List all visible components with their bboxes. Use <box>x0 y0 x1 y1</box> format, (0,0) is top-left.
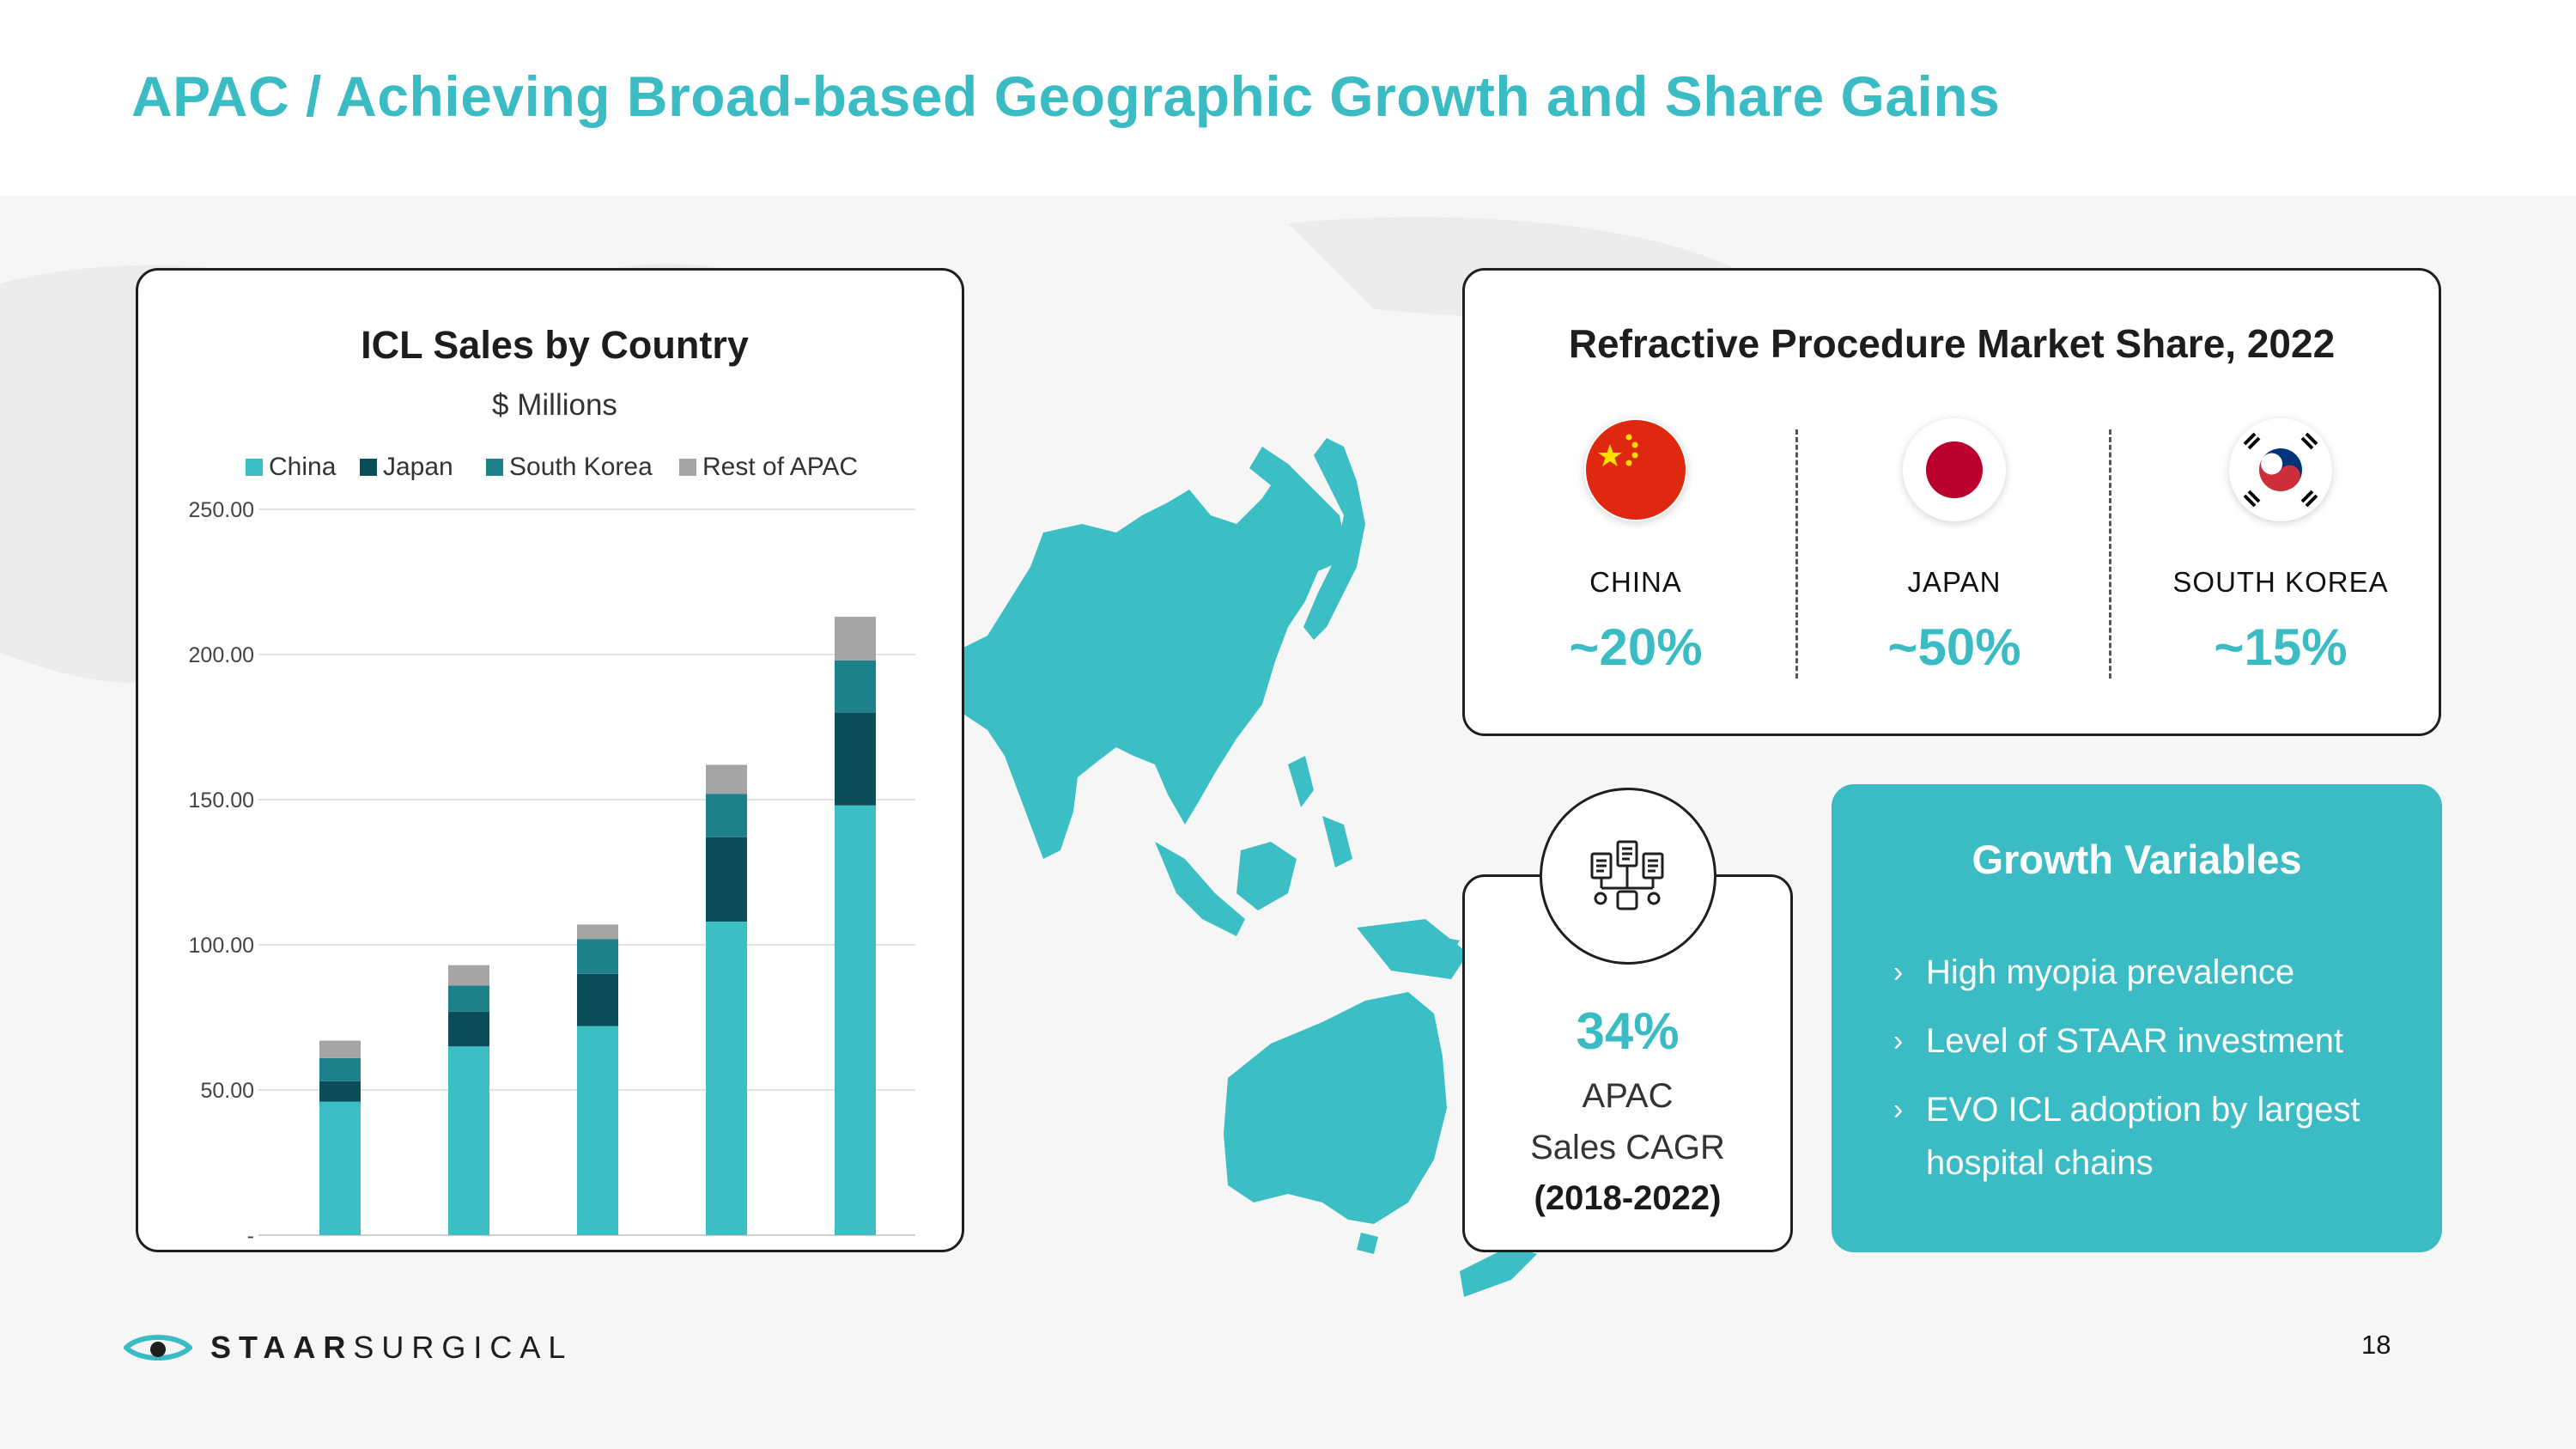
eye-logo-icon <box>124 1335 192 1361</box>
bar-segment-rest-of-apac <box>835 617 876 661</box>
cagr-period: (2018-2022) <box>1534 1179 1722 1217</box>
legend-swatch <box>246 459 263 476</box>
bar-segment-south-korea <box>706 794 747 837</box>
bar-segment-china <box>319 1101 361 1235</box>
share-value: ~15% <box>2214 618 2348 676</box>
legend-swatch <box>486 459 503 476</box>
y-tick-label: 150.00 <box>189 788 254 813</box>
legend-label: China <box>269 453 337 481</box>
share-value: ~20% <box>1569 618 1703 676</box>
chart-subtitle: $ Millions <box>492 388 617 422</box>
legend-swatch <box>360 459 377 476</box>
icl-sales-chart-card: ICL Sales by Country $ Millions China Jap… <box>136 268 964 1255</box>
bar-segment-rest-of-apac <box>706 764 747 795</box>
japan-flag-icon <box>1903 418 2006 521</box>
y-tick-label: 100.00 <box>189 934 254 958</box>
divider <box>1795 429 1798 679</box>
share-item-japan: JAPAN ~50% <box>1817 418 2092 677</box>
cagr-label: Sales CAGR <box>1530 1129 1725 1166</box>
chart-legend: China Japan South Korea Rest of APAC <box>246 453 858 481</box>
legend-label: South Korea <box>509 453 653 481</box>
x-axis-ticks: 2018 2019 2020 2021 2022 <box>316 1253 879 1255</box>
bar-segment-south-korea <box>577 939 618 974</box>
bar-segment-japan <box>706 837 747 922</box>
share-item-china: CHINA ~20% <box>1498 418 1773 677</box>
brand-name: STAARSURGICAL <box>210 1330 574 1365</box>
icl-sales-chart: ICL Sales by Country $ Millions China Jap… <box>189 323 915 1255</box>
bar-segment-south-korea <box>835 660 876 713</box>
cagr-region: APAC <box>1582 1077 1674 1115</box>
y-axis-ticks: - 50.00 100.00 150.00 200.00 250.00 <box>189 498 254 1248</box>
legend-label: Rest of APAC <box>702 453 858 481</box>
bar-segment-rest-of-apac <box>577 924 618 940</box>
country-name: SOUTH KOREA <box>2172 566 2389 598</box>
growth-item-text: Level of STAAR investment <box>1926 1022 2344 1060</box>
bar-segment-south-korea <box>448 985 489 1012</box>
legend-swatch <box>679 459 696 476</box>
growth-variables-card: Growth Variables › High myopia prevalenc… <box>1832 784 2442 1252</box>
bar-segment-china <box>448 1046 489 1235</box>
chart-title: ICL Sales by Country <box>361 323 749 367</box>
apac-highlight-map <box>932 438 1537 1297</box>
x-tick-label: 2018 <box>316 1253 364 1255</box>
growth-item: › Level of STAAR investment <box>1893 1014 2426 1068</box>
growth-item-text: High myopia prevalence <box>1926 953 2295 991</box>
chevron-right-icon: › <box>1893 1093 1904 1126</box>
share-value: ~50% <box>1887 618 2021 676</box>
bar-segment-japan <box>448 1011 489 1047</box>
country-name: JAPAN <box>1907 566 2002 598</box>
bar-segment-china <box>577 1026 618 1235</box>
hierarchy-documents-icon <box>1540 788 1716 965</box>
y-tick-label: - <box>247 1224 254 1248</box>
cagr-value: 34% <box>1576 1002 1680 1060</box>
growth-item: › EVO ICL adoption by largest hospital c… <box>1893 1083 2426 1190</box>
y-tick-label: 200.00 <box>189 643 254 667</box>
bar-segment-japan <box>835 712 876 806</box>
page-number: 18 <box>2361 1330 2391 1360</box>
y-tick-label: 250.00 <box>189 498 254 522</box>
growth-list: › High myopia prevalence › Level of STAA… <box>1893 946 2426 1205</box>
x-tick-label: 2020 <box>574 1253 622 1255</box>
header-band: APAC / Achieving Broad-based Geographic … <box>0 0 2576 196</box>
slide-title: APAC / Achieving Broad-based Geographic … <box>131 64 2001 128</box>
bar-segment-china <box>835 805 876 1235</box>
x-tick-label: 2019 <box>445 1253 493 1255</box>
chevron-right-icon: › <box>1893 956 1904 989</box>
growth-item: › High myopia prevalence <box>1893 946 2426 999</box>
market-share-card: Refractive Procedure Market Share, 2022 … <box>1462 268 2441 736</box>
bar-segment-south-korea <box>319 1057 361 1081</box>
growth-title: Growth Variables <box>1971 837 2302 882</box>
bar-segment-rest-of-apac <box>319 1040 361 1058</box>
country-name: CHINA <box>1589 566 1682 598</box>
bar-segment-china <box>706 921 747 1235</box>
legend-label: Japan <box>383 453 453 481</box>
y-tick-label: 50.00 <box>200 1079 254 1103</box>
chevron-right-icon: › <box>1893 1025 1904 1057</box>
south-korea-flag-icon <box>2229 418 2332 521</box>
china-flag-icon <box>1584 418 1687 521</box>
growth-item-text: EVO ICL adoption by largest hospital cha… <box>1926 1091 2360 1182</box>
chart-bars <box>319 617 876 1235</box>
x-tick-label: 2021 <box>702 1253 750 1255</box>
bar-segment-rest-of-apac <box>448 965 489 986</box>
bar-segment-japan <box>319 1081 361 1102</box>
staar-surgical-logo: STAARSURGICAL <box>123 1330 573 1366</box>
x-tick-label: 2022 <box>831 1253 879 1255</box>
market-share-title: Refractive Procedure Market Share, 2022 <box>1568 321 2336 366</box>
bar-segment-japan <box>577 973 618 1026</box>
share-item-south-korea: SOUTH KOREA ~15% <box>2143 418 2418 677</box>
divider <box>2109 429 2111 679</box>
